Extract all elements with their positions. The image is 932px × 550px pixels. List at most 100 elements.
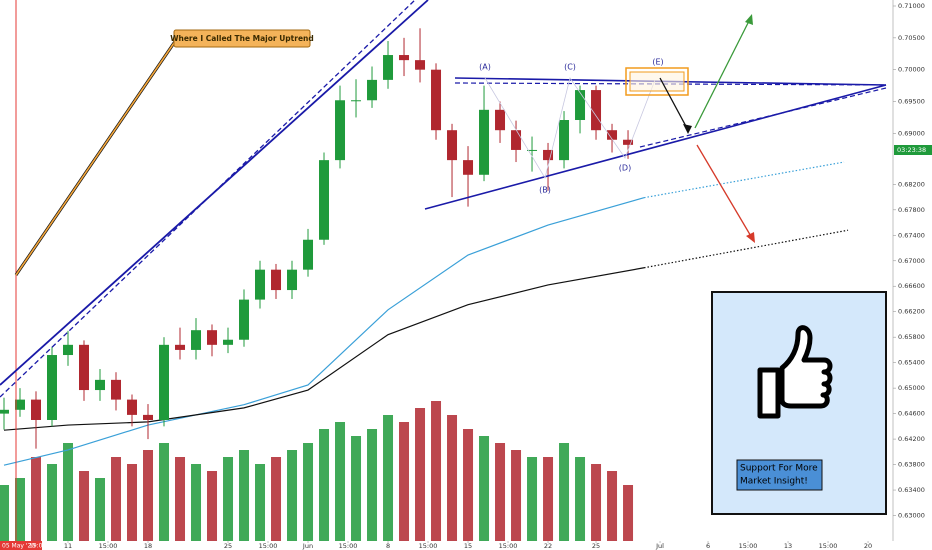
candle-body — [335, 100, 346, 161]
y-tick-label: 0.63000 — [898, 512, 925, 520]
moving-average — [3, 267, 645, 431]
volume-bar — [607, 471, 618, 541]
volume-bar — [399, 422, 410, 541]
candle-body — [31, 399, 42, 420]
support-text: Market Insight! — [740, 477, 808, 487]
volume-bar — [511, 450, 522, 541]
candle-body — [447, 130, 458, 161]
arrow-head — [745, 14, 753, 25]
y-tick-label: 0.66200 — [898, 308, 925, 316]
x-tick-label: 8 — [386, 542, 390, 550]
x-tick-label: 13 — [784, 542, 792, 550]
candle-body — [143, 414, 154, 420]
candle-body — [591, 90, 602, 131]
volume-bar — [0, 485, 10, 541]
candle-body — [207, 330, 218, 345]
volume-bar — [31, 457, 42, 541]
candle-body — [271, 269, 282, 291]
volume-bar — [79, 471, 90, 541]
volume-bar — [351, 436, 362, 541]
y-tick-label: 0.70000 — [898, 66, 925, 74]
candle-body — [367, 79, 378, 101]
x-tick-label: 15 — [464, 542, 472, 550]
volume-bar — [191, 464, 202, 541]
y-tick-label: 0.65400 — [898, 359, 925, 367]
y-tick-label: 0.70500 — [898, 34, 925, 42]
volume-bar — [623, 485, 634, 541]
candle-body — [191, 330, 202, 350]
candle-body — [239, 299, 250, 340]
candle-body — [111, 379, 122, 400]
candle-body — [0, 409, 10, 414]
candle-body — [47, 355, 58, 420]
volume-bar — [159, 443, 170, 541]
candle-body — [511, 130, 522, 150]
volume-bar — [287, 450, 298, 541]
volume-bar — [415, 408, 426, 541]
volume-bar — [303, 443, 314, 541]
arrow-bear — [696, 144, 753, 239]
countdown-badge — [894, 145, 932, 155]
target-box — [625, 67, 689, 96]
start-time: 19:00 — [29, 543, 46, 550]
x-tick-label: 15:00 — [739, 542, 758, 550]
volume-bar — [591, 464, 602, 541]
volume-bar — [15, 478, 26, 541]
candle-body — [223, 339, 234, 345]
volume-bar — [335, 422, 346, 541]
volume-bar — [383, 415, 394, 541]
start-date: 05 May '20 — [2, 543, 35, 550]
wave-label: (A) — [479, 63, 491, 72]
triangle-bottom-dashed — [639, 87, 887, 148]
volume-bar — [47, 464, 58, 541]
candle-body — [399, 55, 410, 61]
candle-body — [63, 344, 74, 356]
y-tick-label: 0.67000 — [898, 257, 925, 265]
support-text: Support For More — [740, 464, 818, 474]
volume-bar — [479, 436, 490, 541]
target-box-inner — [629, 71, 685, 92]
candle-body — [351, 100, 362, 102]
y-tick-label: 0.67800 — [898, 206, 925, 214]
candle-body — [431, 69, 442, 131]
wave-label: (E) — [652, 58, 663, 67]
x-tick-label: 18 — [144, 542, 152, 550]
candle-body — [303, 239, 314, 270]
volume-bar — [175, 457, 186, 541]
wave-path — [484, 77, 656, 180]
x-tick-label: 15:00 — [339, 542, 358, 550]
thumbs-up-icon — [757, 325, 833, 419]
volume-bar — [271, 457, 282, 541]
price-axis-bg — [893, 0, 932, 550]
y-tick-label: 0.63800 — [898, 461, 925, 469]
arrow-down — [659, 77, 689, 131]
volume-bar — [95, 478, 106, 541]
x-tick-label: 15:00 — [499, 542, 518, 550]
y-tick-label: 0.64200 — [898, 435, 925, 443]
y-tick-label: 0.69000 — [898, 129, 925, 137]
candle-body — [623, 139, 634, 145]
volume-layer — [0, 401, 634, 541]
y-tick-label: 0.66600 — [898, 282, 925, 290]
x-tick-label: 15:00 — [819, 542, 838, 550]
candle-body — [495, 109, 506, 131]
candle-body — [543, 149, 554, 161]
x-tick-label: 15:00 — [419, 542, 438, 550]
candle-body — [479, 109, 490, 175]
arrow-head — [683, 124, 692, 134]
callout-line — [15, 39, 177, 276]
x-tick-label: 20 — [864, 542, 872, 550]
x-tick-label: 25 — [224, 542, 232, 550]
wave-label: (B) — [539, 186, 551, 195]
x-tick-label: 11 — [64, 542, 72, 550]
arrow-head — [746, 232, 755, 243]
candle-body — [575, 90, 586, 121]
candle-body — [559, 120, 570, 161]
volume-bar — [143, 450, 154, 541]
volume-bar — [431, 401, 442, 541]
candle-body — [127, 399, 138, 415]
candle-body — [95, 379, 106, 391]
y-tick-label: 0.68200 — [898, 180, 925, 188]
